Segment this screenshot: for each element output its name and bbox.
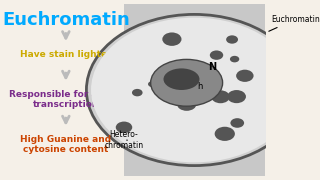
Bar bbox=[124, 4, 265, 176]
Circle shape bbox=[230, 118, 244, 128]
Circle shape bbox=[215, 127, 235, 141]
Text: High Guanine and
cytosine content: High Guanine and cytosine content bbox=[20, 135, 111, 154]
Text: h: h bbox=[197, 82, 202, 91]
Text: Hetero-
chromatin: Hetero- chromatin bbox=[104, 130, 144, 150]
Circle shape bbox=[236, 70, 253, 82]
Circle shape bbox=[227, 90, 246, 103]
Text: Have stain lighter: Have stain lighter bbox=[20, 50, 112, 59]
Text: N: N bbox=[208, 62, 216, 72]
Circle shape bbox=[86, 14, 302, 166]
Text: Responsible for active
transcription: Responsible for active transcription bbox=[9, 90, 123, 109]
Circle shape bbox=[91, 18, 298, 162]
Circle shape bbox=[132, 89, 143, 96]
Circle shape bbox=[162, 32, 181, 46]
Text: Euchromatin: Euchromatin bbox=[2, 11, 130, 29]
Ellipse shape bbox=[151, 59, 223, 106]
Circle shape bbox=[226, 35, 238, 44]
Ellipse shape bbox=[164, 68, 199, 90]
Circle shape bbox=[177, 97, 196, 111]
Circle shape bbox=[211, 90, 230, 103]
Circle shape bbox=[230, 56, 239, 62]
Circle shape bbox=[169, 90, 180, 97]
Text: Euchromatin: Euchromatin bbox=[269, 15, 320, 31]
Circle shape bbox=[116, 122, 132, 133]
Circle shape bbox=[148, 81, 156, 87]
Circle shape bbox=[210, 50, 223, 60]
